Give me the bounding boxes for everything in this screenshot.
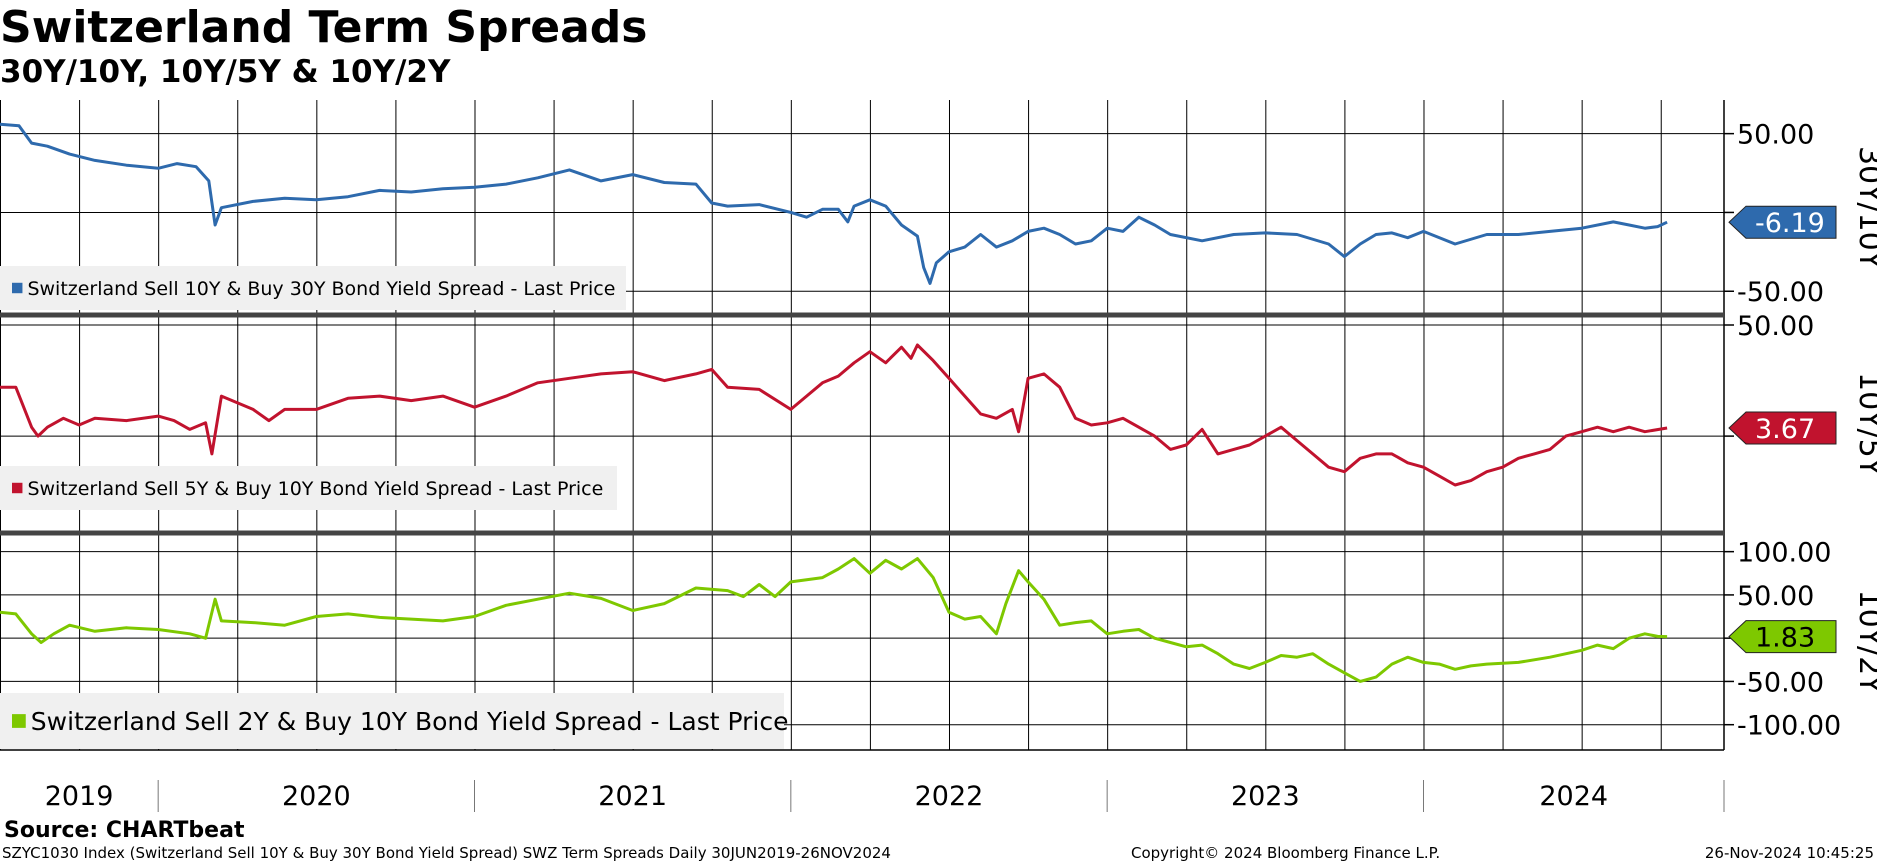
last-value-label: 1.83	[1755, 623, 1815, 654]
y-tick-label: 50.00	[1737, 311, 1814, 342]
legend-box	[0, 266, 626, 310]
axis-title: 10Y/5Y	[1852, 372, 1877, 477]
legend: Switzerland Sell 5Y & Buy 10Y Bond Yield…	[0, 466, 617, 510]
series-line	[0, 343, 1668, 487]
legend-label: Switzerland Sell 5Y & Buy 10Y Bond Yield…	[27, 478, 603, 500]
series-line	[0, 557, 1668, 683]
legend-box	[0, 693, 784, 749]
footer-copyright: Copyright© 2024 Bloomberg Finance L.P.	[1131, 844, 1440, 862]
series-line	[0, 122, 1668, 285]
year-label: 2021	[598, 781, 667, 812]
legend-swatch	[12, 282, 23, 294]
panel-2: 50.00 3.67 10Y/5Y Switzerland Sell 5Y & Buy…	[0, 311, 1877, 510]
legend: Switzerland Sell 10Y & Buy 30Y Bond Yiel…	[0, 266, 626, 310]
last-value-tag: 3.67	[1728, 411, 1837, 445]
last-value-label: 3.67	[1755, 414, 1815, 445]
legend-label: Switzerland Sell 2Y & Buy 10Y Bond Yield…	[31, 707, 789, 736]
year-label: 2022	[915, 781, 984, 812]
legend-label: Switzerland Sell 10Y & Buy 30Y Bond Yiel…	[27, 278, 615, 300]
chart-title: Switzerland Term Spreads	[0, 2, 648, 53]
footer-timestamp: 26-Nov-2024 10:45:25	[1705, 844, 1874, 862]
last-value-badge	[1728, 411, 1837, 445]
y-tick-label: 100.00	[1737, 538, 1831, 569]
year-label: 2020	[282, 781, 351, 812]
year-label: 2023	[1231, 781, 1300, 812]
chart-subtitle: 30Y/10Y, 10Y/5Y & 10Y/2Y	[0, 54, 451, 90]
legend-swatch	[12, 482, 23, 494]
year-label: 2024	[1539, 781, 1608, 812]
last-value-badge	[1728, 620, 1837, 654]
year-label: 2019	[45, 781, 114, 812]
y-tick-label: -50.00	[1737, 667, 1824, 698]
axis-title: 30Y/10Y	[1852, 146, 1877, 270]
last-value-label: -6.19	[1755, 208, 1825, 239]
legend-box	[0, 466, 617, 510]
x-axis-years: 2019 2020 2021 2022 2023 2024	[45, 780, 1725, 812]
legend-swatch	[12, 714, 26, 728]
y-tick-label: 50.00	[1737, 120, 1814, 151]
source-label: Source: CHARTbeat	[4, 818, 245, 843]
last-value-tag: 1.83	[1728, 620, 1837, 654]
vertical-gridlines	[0, 100, 1662, 750]
last-value-tag: -6.19	[1728, 205, 1837, 239]
panel-3: 100.00 50.00 -50.00 -100.00 1.83 10Y/2Y Switze…	[0, 538, 1877, 749]
legend: Switzerland Sell 2Y & Buy 10Y Bond Yield…	[0, 693, 788, 749]
last-value-badge	[1728, 205, 1837, 239]
y-tick-label: 50.00	[1737, 581, 1814, 612]
panel-1: 50.00 -50.00 -6.19 30Y/10Y Switzerland Sell …	[0, 120, 1877, 310]
footer-security: SZYC1030 Index (Switzerland Sell 10Y & B…	[2, 844, 891, 862]
y-tick-label: -100.00	[1737, 711, 1841, 742]
axis-title: 10Y/2Y	[1852, 589, 1877, 694]
y-tick-label: -50.00	[1737, 277, 1824, 308]
